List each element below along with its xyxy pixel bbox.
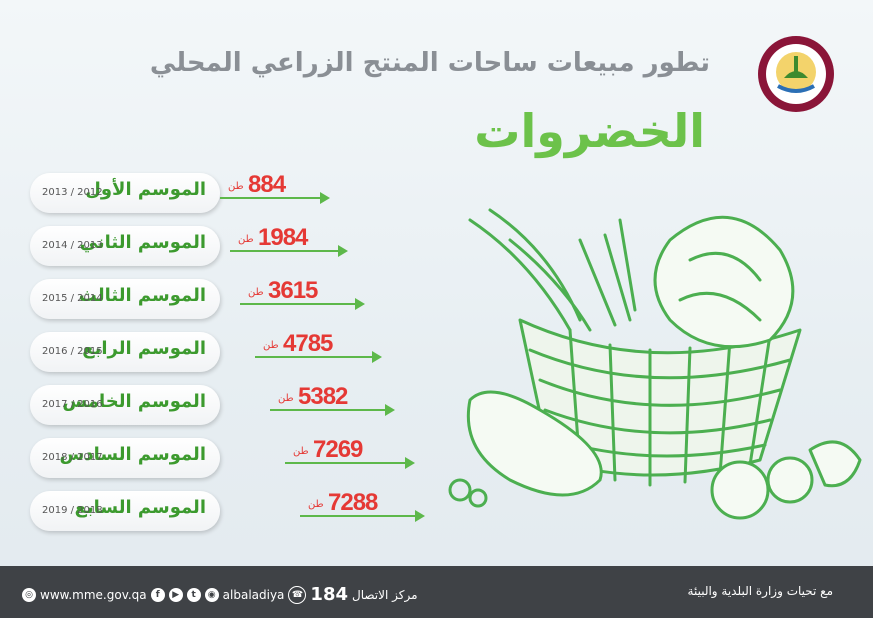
season-value: 1984	[258, 224, 308, 251]
season-pill: الموسم الثالث 2015 / 2014	[30, 279, 220, 319]
season-value: 884	[248, 171, 286, 198]
hotline-number: 184	[310, 584, 348, 605]
page-subtitle: الخضروات	[474, 104, 705, 158]
vegetable-basket-illustration	[448, 208, 862, 520]
arrow-line	[220, 197, 320, 199]
season-years: 2014 / 2013	[42, 240, 103, 251]
season-name: الموسم الخامس	[62, 391, 206, 412]
arrow-head-icon	[355, 298, 365, 310]
season-pill: الموسم الخامس 2017 / 2016	[30, 385, 220, 425]
season-name: الموسم الأول	[85, 179, 206, 200]
season-name: الموسم الرابع	[82, 338, 206, 359]
arrow-line	[240, 303, 355, 305]
social-handle[interactable]: albaladiya	[222, 587, 285, 602]
season-pill: الموسم الثاني 2014 / 2013	[30, 226, 220, 266]
season-years: 2017 / 2016	[42, 399, 103, 410]
footer-credit: مع تحيات وزارة البلدية والبيئة	[687, 584, 833, 598]
arrow-head-icon	[320, 192, 330, 204]
season-years: 2018 / 2017	[42, 452, 103, 463]
facebook-icon[interactable]: f	[150, 587, 165, 602]
season-pill: الموسم الرابع 2016 / 2015	[30, 332, 220, 372]
arrow-line	[270, 409, 385, 411]
arrow-head-icon	[405, 457, 415, 469]
season-unit: طن	[238, 234, 254, 245]
season-unit: طن	[263, 340, 279, 351]
season-years: 2015 / 2014	[42, 293, 103, 304]
season-name: الموسم السابع	[74, 497, 206, 518]
season-pill: الموسم الأول 2013 / 2012	[30, 173, 220, 213]
season-unit: طن	[278, 393, 294, 404]
website-link[interactable]: www.mme.gov.qa	[40, 587, 147, 602]
arrow-head-icon	[385, 404, 395, 416]
youtube-icon[interactable]: ▶	[168, 587, 183, 602]
hotline-label: مركز الاتصال	[352, 587, 418, 602]
season-years: 2019 / 2018	[42, 505, 103, 516]
season-value: 5382	[298, 383, 348, 410]
arrow-head-icon	[415, 510, 425, 522]
arrow-head-icon	[372, 351, 382, 363]
footer-bar: ◎ www.mme.gov.qa f ▶ t ◉ albaladiya ☎ 18…	[0, 566, 873, 618]
season-unit: طن	[293, 446, 309, 457]
twitter-icon[interactable]: t	[186, 587, 201, 602]
ministry-logo	[758, 36, 834, 112]
season-years: 2013 / 2012	[42, 187, 103, 198]
season-pill: الموسم السابع 2019 / 2018	[30, 491, 220, 531]
season-name: الموسم السادس	[59, 444, 206, 465]
arrow-head-icon	[338, 245, 348, 257]
season-unit: طن	[248, 287, 264, 298]
season-pill: الموسم السادس 2018 / 2017	[30, 438, 220, 478]
season-unit: طن	[308, 499, 324, 510]
arrow-line	[285, 462, 405, 464]
season-name: الموسم الثالث	[78, 285, 206, 306]
globe-icon: ◎	[22, 587, 36, 602]
instagram-icon[interactable]: ◉	[204, 587, 219, 602]
season-value: 3615	[268, 277, 318, 304]
season-value: 7288	[328, 489, 378, 516]
arrow-line	[255, 356, 372, 358]
season-value: 4785	[283, 330, 333, 357]
season-name: الموسم الثاني	[79, 232, 206, 253]
footer-contact: ◎ www.mme.gov.qa f ▶ t ◉ albaladiya ☎ 18…	[22, 584, 418, 605]
season-unit: طن	[228, 181, 244, 192]
arrow-line	[230, 250, 338, 252]
arrow-line	[300, 515, 415, 517]
page-title: تطور مبيعات ساحات المنتج الزراعي المحلي	[149, 48, 710, 78]
season-value: 7269	[313, 436, 363, 463]
season-years: 2016 / 2015	[42, 346, 103, 357]
phone-icon: ☎	[288, 585, 307, 604]
